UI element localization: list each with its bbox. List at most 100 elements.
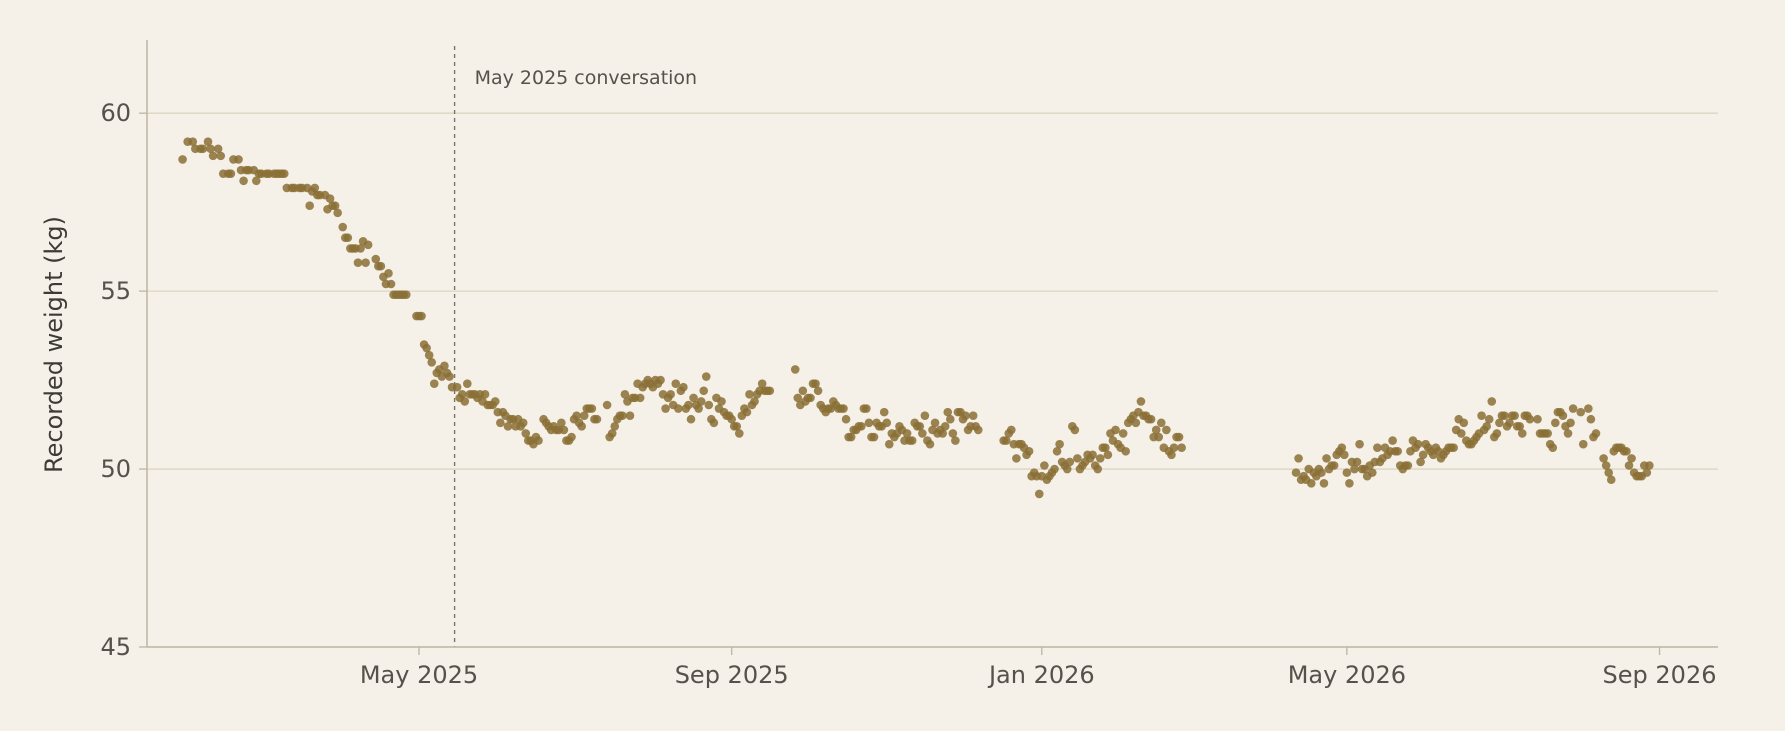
data-point bbox=[1131, 418, 1141, 428]
data-point bbox=[806, 393, 815, 403]
data-point bbox=[961, 411, 970, 420]
data-point bbox=[1487, 397, 1497, 406]
data-point bbox=[534, 436, 543, 445]
data-point bbox=[343, 233, 353, 243]
data-point bbox=[686, 414, 696, 424]
y-axis-title: Recorded weight (kg) bbox=[40, 216, 68, 473]
data-point bbox=[1482, 422, 1491, 431]
data-point bbox=[1642, 468, 1652, 477]
data-point bbox=[1558, 411, 1568, 420]
data-point bbox=[1543, 429, 1552, 438]
y-tick-label: 55 bbox=[100, 277, 131, 305]
data-point bbox=[371, 254, 381, 264]
data-point bbox=[1345, 478, 1354, 488]
data-point bbox=[1624, 461, 1634, 470]
data-point bbox=[208, 151, 218, 161]
data-point bbox=[1456, 429, 1466, 438]
data-point bbox=[213, 144, 223, 154]
data-point bbox=[882, 418, 892, 428]
data-point bbox=[943, 407, 953, 417]
data-point bbox=[1576, 407, 1586, 417]
data-point bbox=[1319, 478, 1329, 488]
data-point bbox=[1403, 461, 1413, 470]
x-tick-label: May 2025 bbox=[360, 661, 478, 689]
data-point bbox=[417, 311, 426, 321]
data-point bbox=[1606, 475, 1616, 485]
y-ticks: 45 50 55 60 bbox=[100, 99, 147, 661]
data-point bbox=[1459, 418, 1469, 428]
data-point bbox=[330, 201, 340, 211]
data-point bbox=[226, 169, 236, 178]
data-point bbox=[1136, 397, 1146, 406]
y-tick-label: 50 bbox=[100, 455, 131, 483]
data-point bbox=[1500, 411, 1509, 420]
data-point bbox=[1340, 450, 1349, 460]
data-point bbox=[1095, 454, 1105, 463]
data-point bbox=[918, 429, 927, 438]
data-point bbox=[496, 418, 505, 428]
data-point bbox=[440, 361, 449, 371]
data-point bbox=[1012, 454, 1021, 463]
data-point bbox=[857, 422, 866, 431]
data-point bbox=[1416, 457, 1425, 467]
data-point bbox=[1418, 450, 1428, 460]
data-point bbox=[973, 425, 983, 435]
data-point bbox=[1477, 411, 1486, 420]
data-point bbox=[1517, 429, 1527, 438]
data-point bbox=[864, 418, 874, 428]
data-point bbox=[567, 432, 576, 442]
data-point bbox=[666, 390, 675, 399]
data-point bbox=[1121, 446, 1130, 456]
data-point bbox=[1449, 443, 1458, 453]
data-point bbox=[1350, 464, 1359, 474]
x-ticks: May 2025 Sep 2025 Jan 2026 May 2026 Sep 2026 bbox=[360, 647, 1717, 689]
gridlines bbox=[147, 112, 1718, 470]
data-point bbox=[618, 411, 627, 420]
data-point bbox=[671, 379, 681, 388]
data-point bbox=[1306, 478, 1316, 488]
data-point bbox=[742, 407, 752, 417]
data-point bbox=[1584, 404, 1593, 413]
data-point bbox=[839, 404, 848, 413]
data-point bbox=[333, 208, 342, 218]
data-point bbox=[1566, 418, 1575, 428]
data-point bbox=[1495, 418, 1504, 428]
data-point bbox=[376, 261, 386, 271]
data-point bbox=[325, 194, 335, 203]
x-tick-label: Sep 2026 bbox=[1603, 661, 1717, 689]
data-point bbox=[445, 372, 454, 381]
data-point bbox=[579, 411, 589, 420]
data-point bbox=[521, 429, 531, 438]
data-point bbox=[1103, 450, 1113, 460]
data-point bbox=[1355, 439, 1364, 449]
data-point bbox=[757, 379, 767, 388]
data-point bbox=[188, 137, 198, 146]
data-point bbox=[1568, 404, 1578, 413]
data-point bbox=[480, 390, 490, 399]
data-point bbox=[735, 429, 744, 438]
data-point bbox=[732, 422, 742, 431]
data-point bbox=[727, 414, 736, 424]
data-point bbox=[234, 155, 243, 164]
data-point bbox=[1169, 443, 1179, 453]
data-point bbox=[1093, 464, 1103, 474]
data-point bbox=[424, 350, 434, 360]
data-point bbox=[884, 439, 894, 449]
data-point bbox=[572, 411, 581, 420]
data-point bbox=[457, 390, 467, 399]
data-point bbox=[338, 222, 348, 232]
data-point bbox=[1317, 468, 1326, 477]
data-point bbox=[798, 386, 808, 396]
data-point bbox=[607, 429, 617, 438]
data-point bbox=[948, 429, 958, 438]
data-point bbox=[503, 422, 513, 431]
data-point bbox=[1050, 464, 1059, 474]
data-point bbox=[602, 400, 612, 410]
data-point bbox=[625, 411, 635, 420]
data-point bbox=[846, 432, 856, 442]
data-point bbox=[1563, 429, 1573, 438]
data-point bbox=[518, 418, 528, 428]
data-point bbox=[1118, 429, 1128, 438]
y-tick-label: 45 bbox=[100, 633, 131, 661]
